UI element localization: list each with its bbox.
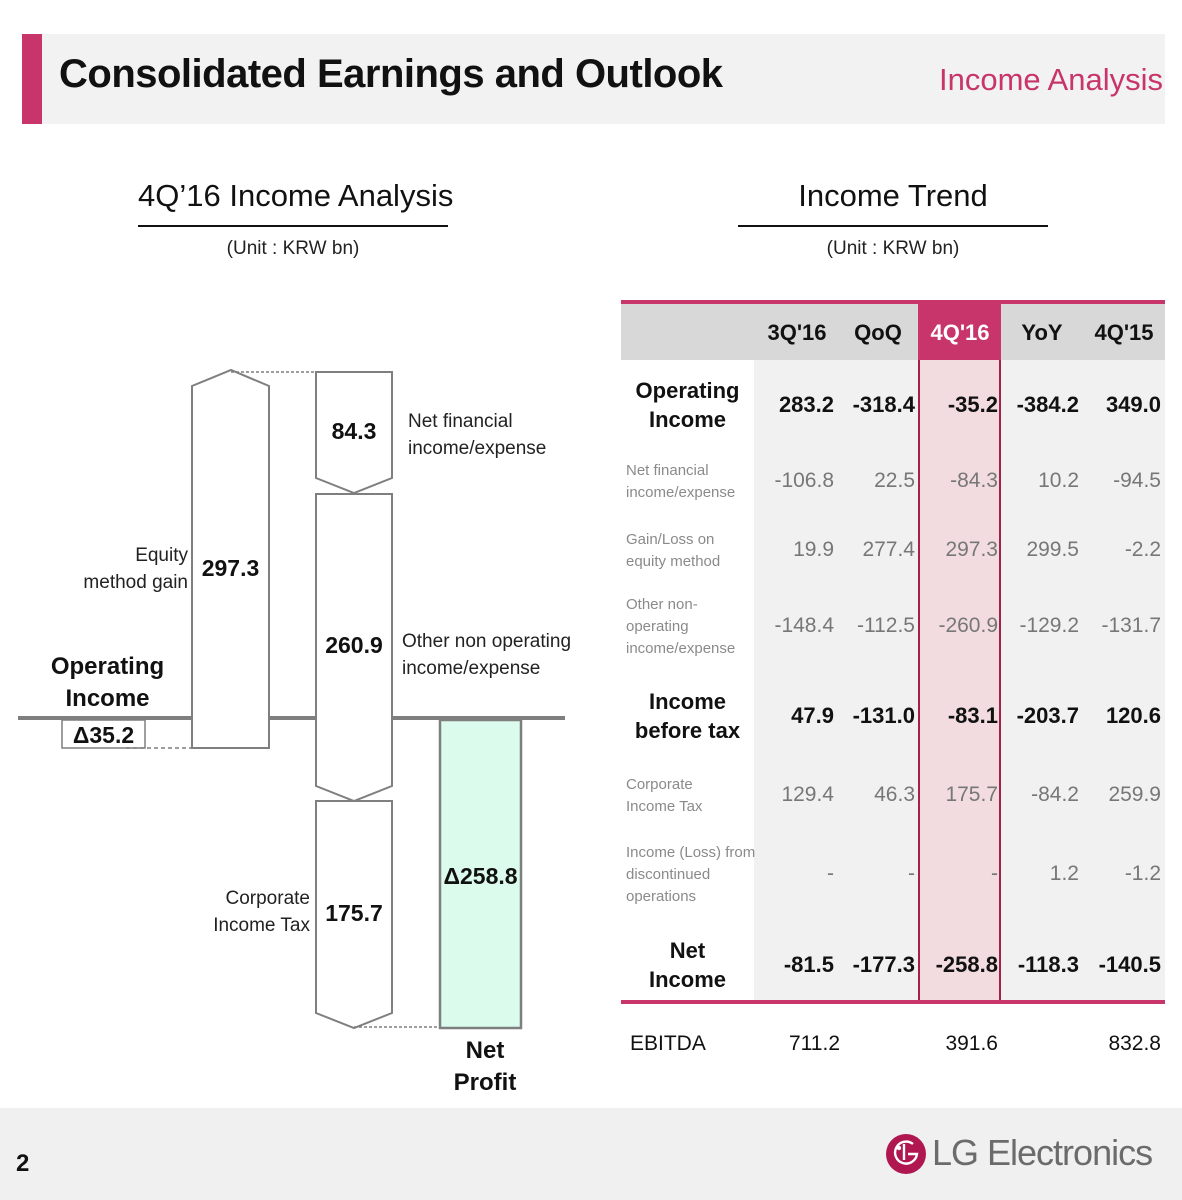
table-cell: -: [908, 862, 915, 885]
left-title-rule: [138, 225, 448, 227]
net-profit-box: [438, 718, 523, 1030]
table-cell: -318.4: [852, 392, 915, 417]
table-cell: -84.3: [950, 469, 998, 492]
table-cell: -112.5: [857, 614, 915, 637]
ebitda-4q16: 391.6: [945, 1032, 998, 1055]
col-header-qoq: QoQ: [854, 320, 902, 345]
table-cell: -260.9: [938, 614, 998, 637]
slide-subtitle: Income Analysis: [939, 62, 1163, 97]
table-cell: 19.9: [793, 538, 834, 561]
table-cell: -35.2: [947, 392, 998, 417]
table-cell: -: [991, 862, 998, 885]
table-bottom-rule: [621, 1000, 1165, 1004]
brand-name: LG Electronics: [932, 1132, 1153, 1173]
other-nonop-value: 260.9: [325, 632, 383, 658]
slide-footer: 2 LG Electronics: [0, 1108, 1182, 1200]
table-cell: 46.3: [874, 783, 915, 806]
highlight-column-4q16: [918, 300, 1001, 1004]
lg-logo-icon: [886, 1134, 926, 1174]
net-profit-value: Δ258.8: [443, 863, 518, 889]
row-label: Gain/Loss on equity method: [626, 531, 721, 570]
net-financial-label: Net financial income/expense: [408, 411, 547, 459]
row-label: Corporate Income Tax: [626, 776, 703, 815]
other-nonop-label: Other non operating income/expense: [402, 631, 572, 679]
col-header-3q16: 3Q'16: [767, 320, 827, 345]
table-cell: -106.8: [774, 469, 834, 492]
ebitda-label: EBITDA: [630, 1032, 706, 1055]
table-cell: -384.2: [1016, 392, 1079, 417]
equity-gain-value: 297.3: [201, 555, 260, 581]
ebitda-3q16: 711.2: [789, 1032, 840, 1055]
equity-gain-label: Equity method gain: [83, 545, 188, 593]
col-header-yoy: YoY: [1021, 320, 1063, 345]
table-cell: 47.9: [791, 703, 834, 728]
table-cell: 259.9: [1108, 783, 1161, 806]
col-header-4q15: 4Q'15: [1094, 320, 1154, 345]
equity-gain-arrow: [191, 368, 270, 749]
row-label: Income (Loss) from discontinued operations: [626, 844, 756, 905]
table-cell: 120.6: [1105, 703, 1161, 728]
table-cell: -2.2: [1124, 538, 1161, 561]
table-cell: -258.8: [935, 952, 998, 977]
table-cell: 299.5: [1026, 538, 1079, 561]
table-cell: 10.2: [1038, 469, 1079, 492]
corp-tax-label: Corporate Income Tax: [213, 888, 310, 936]
left-section-title: 4Q’16 Income Analysis: [138, 178, 454, 213]
table-cell: -84.2: [1031, 783, 1079, 806]
table-cell: -203.7: [1016, 703, 1079, 728]
table-label-column: [621, 360, 754, 1000]
table-cell: 349.0: [1105, 392, 1161, 417]
highlight-header-4q16: [918, 304, 1001, 360]
row-label: Net financial income/expense: [626, 462, 736, 501]
lg-face-glyph: [893, 1140, 919, 1165]
table-cell: 1.2: [1049, 862, 1079, 885]
row-label: Operating Income: [635, 378, 740, 432]
other-nonop-arrow: [315, 493, 393, 803]
table-header-row: [621, 304, 1165, 360]
waterfall-diagram: [18, 368, 565, 1030]
corp-tax-value: 175.7: [325, 900, 383, 926]
row-label: Other non-operating income/expense: [626, 596, 736, 657]
table-cell: 277.4: [862, 538, 915, 561]
table-cell: -94.5: [1113, 469, 1161, 492]
table-cell: 297.3: [945, 538, 998, 561]
table-top-rule: [621, 300, 1165, 304]
slide-header: Consolidated Earnings and Outlook Income…: [22, 34, 1165, 124]
table-cell: -: [827, 862, 834, 885]
table-cell: -148.4: [774, 614, 834, 637]
col-header-4q16: 4Q'16: [930, 320, 990, 345]
header-accent-bar: [22, 34, 42, 124]
row-label: Net Income: [648, 938, 727, 992]
right-title-rule: [738, 225, 1048, 227]
table-cell: -83.1: [947, 703, 998, 728]
operating-income-value: Δ35.2: [72, 722, 135, 748]
table-cell: -1.2: [1124, 862, 1161, 885]
net-financial-value: 84.3: [331, 418, 377, 444]
slide-title: Consolidated Earnings and Outlook: [59, 52, 723, 96]
table-cell: -129.2: [1019, 614, 1079, 637]
table-cell: -131.0: [852, 703, 915, 728]
right-section-title: Income Trend: [798, 178, 988, 213]
table-cell: -140.5: [1098, 952, 1161, 977]
left-unit-label: (Unit : KRW bn): [226, 238, 360, 259]
ebitda-4q15: 832.8: [1108, 1032, 1161, 1055]
corp-tax-arrow: [315, 800, 393, 1030]
net-financial-arrow: [315, 371, 393, 495]
net-profit-label: Net Profit: [453, 1037, 517, 1096]
operating-income-label: Operating Income: [50, 653, 165, 712]
table-cell: -118.3: [1017, 952, 1079, 977]
row-label: Income before tax: [634, 689, 741, 743]
table-cell: 283.2: [778, 392, 834, 417]
table-cell: 175.7: [945, 783, 998, 806]
table-cell: -131.7: [1101, 614, 1161, 637]
table-cell: 129.4: [781, 783, 834, 806]
right-unit-label: (Unit : KRW bn): [826, 238, 960, 259]
table-cell: -81.5: [783, 952, 834, 977]
table-cell: 22.5: [874, 469, 915, 492]
page-number: 2: [16, 1150, 30, 1177]
operating-income-box: [61, 719, 146, 749]
table-cell: -177.3: [852, 952, 915, 977]
